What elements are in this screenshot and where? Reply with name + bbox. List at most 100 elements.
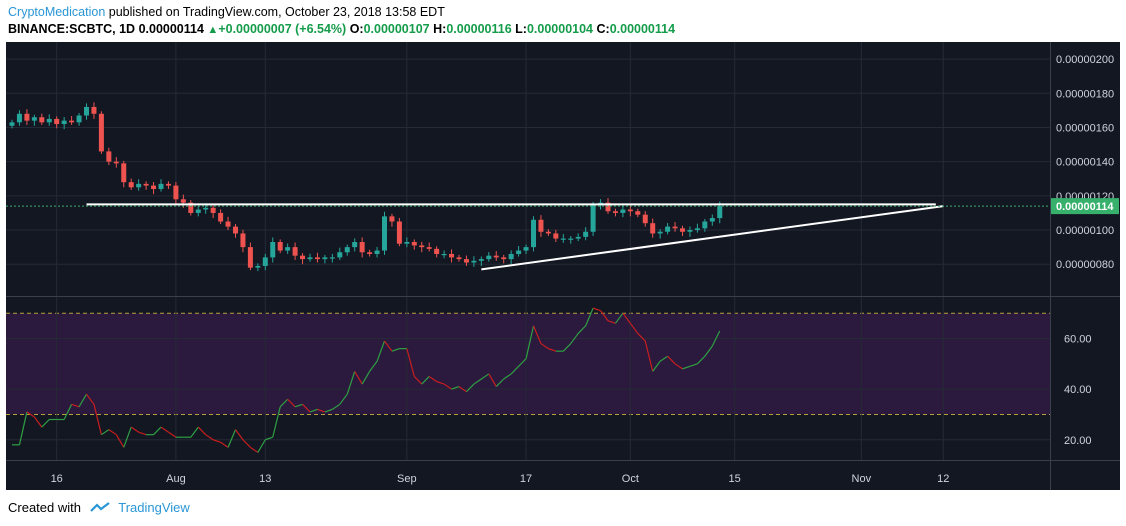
candle-body xyxy=(270,242,276,258)
candle-body xyxy=(16,113,22,123)
rsi-segment xyxy=(614,312,624,324)
rsi-segment xyxy=(33,416,43,428)
rsi-segment xyxy=(250,446,259,453)
candle-body xyxy=(277,242,283,251)
candle-body xyxy=(188,202,194,213)
rsi-segment xyxy=(93,404,102,435)
rsi-segment xyxy=(138,431,147,436)
rsi-segment xyxy=(421,376,430,385)
rsi-segment xyxy=(130,426,139,433)
rsi-segment xyxy=(518,358,527,367)
rsi-segment xyxy=(160,426,169,433)
candle-body xyxy=(218,212,224,222)
rsi-segment xyxy=(63,404,73,420)
rsi-segment xyxy=(413,376,423,385)
candle-body xyxy=(612,211,618,213)
rsi-segment xyxy=(317,408,326,413)
candle-body xyxy=(76,115,82,123)
author-link[interactable]: CryptoMedication xyxy=(8,5,106,19)
candle-body xyxy=(434,248,440,254)
candle-body xyxy=(106,151,112,162)
rsi-segment xyxy=(18,411,28,445)
x-tick-label: 13 xyxy=(259,473,271,485)
rsi-segment xyxy=(257,439,266,453)
rsi-segment xyxy=(309,408,318,413)
chart-svg[interactable]: 16 Aug 13 Sep 17 Oct 15 Nov 12 0.00000200 0.000001… xyxy=(6,42,1120,490)
candle-body xyxy=(225,221,231,227)
candle-body xyxy=(247,247,253,268)
candle-body xyxy=(9,122,15,126)
rsi-segment xyxy=(41,419,50,428)
rsi-segment xyxy=(689,363,698,367)
rsi-segment xyxy=(667,355,676,365)
low-label: L: xyxy=(515,22,527,36)
candle-body xyxy=(672,226,678,229)
candle-body xyxy=(233,226,238,234)
candle-body xyxy=(98,113,104,152)
rsi-segment xyxy=(466,383,475,393)
rsi-segment xyxy=(332,403,341,410)
rsi-segment xyxy=(26,411,35,418)
rsi-segment xyxy=(168,431,177,438)
rsi-segment xyxy=(652,360,661,372)
rsi-segment xyxy=(674,363,683,370)
rsi-segment xyxy=(369,360,378,372)
tradingview-logo-icon xyxy=(85,500,113,515)
rsi-segment xyxy=(384,340,393,352)
candle-body xyxy=(255,265,261,268)
rsi-segment xyxy=(287,398,296,408)
rsi-segment xyxy=(153,426,162,436)
rsi-tick-label: 20.00 xyxy=(1064,435,1092,447)
rsi-segment xyxy=(704,345,713,357)
candle-body xyxy=(128,182,134,188)
candle-body xyxy=(650,223,656,234)
candle-body xyxy=(523,247,529,251)
rsi-segment xyxy=(324,408,333,413)
x-tick-label: Oct xyxy=(622,473,639,485)
candle-body xyxy=(642,214,648,224)
candle-body xyxy=(665,226,671,232)
candle-body xyxy=(396,221,402,244)
rsi-segment xyxy=(532,325,542,344)
candle-body xyxy=(590,204,596,232)
tradingview-brand[interactable]: TradingView xyxy=(118,500,190,515)
rsi-tick-label: 60.00 xyxy=(1064,334,1092,346)
rsi-segment xyxy=(227,429,237,448)
candle-body xyxy=(478,259,484,261)
rsi-segment xyxy=(78,393,88,408)
rsi-segment xyxy=(458,386,467,393)
candle-body xyxy=(702,221,708,229)
rsi-segment xyxy=(503,373,512,380)
candle-body xyxy=(538,219,544,232)
change-value: +0.00000007 (+6.54%) xyxy=(218,22,347,36)
candle-body xyxy=(441,253,447,256)
high-label: H: xyxy=(433,22,447,36)
x-tick-label: 17 xyxy=(520,473,532,485)
price-tick-label: 0.00000140 xyxy=(1056,157,1114,169)
x-tick-label: Nov xyxy=(852,473,872,485)
rsi-segment xyxy=(696,355,706,365)
rsi-tick-label: 40.00 xyxy=(1064,384,1092,396)
candle-body xyxy=(151,185,157,190)
candle-body xyxy=(426,247,432,249)
candle-body xyxy=(121,163,127,183)
rsi-segment xyxy=(585,307,594,327)
rsi-segment xyxy=(108,429,117,436)
price-tick-label: 0.00000160 xyxy=(1056,122,1114,134)
rsi-segment xyxy=(488,373,497,387)
rsi-segment xyxy=(123,426,132,448)
candle-body xyxy=(173,185,179,200)
last-price-label: 0.00000114 xyxy=(1056,201,1114,213)
chart-area[interactable]: 16 Aug 13 Sep 17 Oct 15 Nov 12 0.00000200 0.000001… xyxy=(6,42,1120,490)
candle-body xyxy=(486,255,492,260)
footer: Created with TradingView xyxy=(8,500,190,515)
candle-body xyxy=(24,113,30,121)
candle-body xyxy=(329,257,335,259)
open-label: O: xyxy=(349,22,364,36)
rsi-segment xyxy=(235,429,244,441)
rsi-segment xyxy=(451,386,460,390)
candle-body xyxy=(31,117,37,121)
rsi-segment xyxy=(622,312,631,324)
candle-body xyxy=(113,161,119,164)
candle-body xyxy=(545,231,551,234)
